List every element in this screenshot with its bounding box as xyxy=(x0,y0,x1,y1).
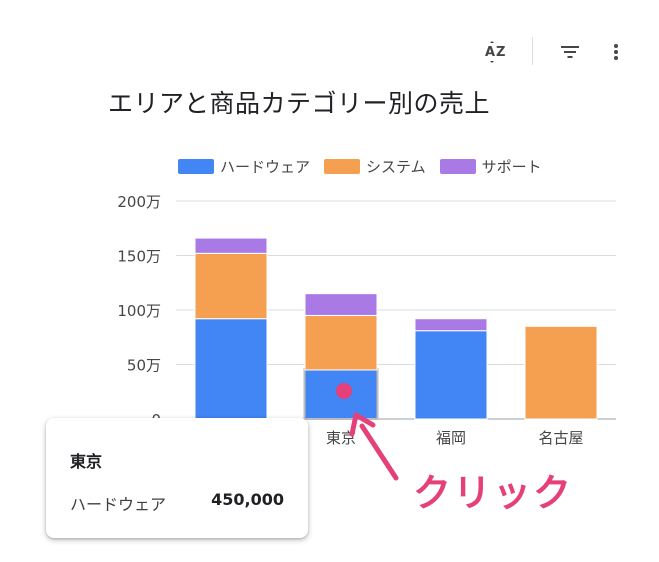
svg-text:Z: Z xyxy=(496,45,505,60)
legend-label: システム xyxy=(366,157,426,176)
x-tick-label: 東京 xyxy=(326,429,356,447)
bar-segment[interactable] xyxy=(524,325,598,420)
chart-legend: ハードウェア システム サポート xyxy=(178,156,556,176)
svg-text:A: A xyxy=(485,45,495,60)
y-tick-label: 100万 xyxy=(117,302,161,320)
y-tick-label: 150万 xyxy=(117,248,161,266)
tooltip-title: 東京 xyxy=(70,452,103,471)
bar-segment[interactable] xyxy=(304,314,378,371)
click-marker xyxy=(336,383,352,399)
filter-button[interactable] xyxy=(554,36,586,68)
legend-swatch xyxy=(178,158,214,174)
more-options-button[interactable] xyxy=(600,36,632,68)
arrow-head xyxy=(349,412,376,437)
tooltip-label: ハードウェア xyxy=(70,495,167,514)
bar-segment[interactable] xyxy=(414,318,488,332)
chart-tooltip: 東京 ハードウェア 450,000 xyxy=(46,418,308,538)
bar-segment[interactable] xyxy=(194,318,268,420)
toolbar-divider xyxy=(532,37,533,65)
x-tick-label: 福岡 xyxy=(436,429,466,447)
chart-toolbar: A Z xyxy=(476,36,636,68)
tooltip-value: 450,000 xyxy=(211,490,284,509)
legend-swatch xyxy=(439,158,476,174)
filter-icon xyxy=(561,46,579,58)
y-tick-label: 50万 xyxy=(127,357,161,375)
arrow-shaft xyxy=(359,423,399,481)
bar-segment[interactable] xyxy=(194,237,268,254)
legend-label: ハードウェア xyxy=(220,157,311,176)
bar-segment[interactable] xyxy=(194,252,268,320)
legend-item-support[interactable]: サポート xyxy=(439,156,542,177)
bar-segment[interactable] xyxy=(414,330,488,420)
click-annotation: クリック xyxy=(413,471,574,515)
chart-title: エリアと商品カテゴリー別の売上 xyxy=(108,89,491,118)
legend-label: サポート xyxy=(481,157,542,176)
legend-item-hardware[interactable]: ハードウェア xyxy=(178,156,310,177)
sort-az-icon: A Z xyxy=(485,41,505,63)
sort-button[interactable]: A Z xyxy=(480,36,512,68)
legend-swatch xyxy=(324,158,361,174)
x-tick-label: 名古屋 xyxy=(538,429,583,447)
bar-segment[interactable] xyxy=(304,293,378,316)
y-tick-label: 200万 xyxy=(117,193,161,211)
more-vert-icon xyxy=(614,44,618,60)
legend-item-system[interactable]: システム xyxy=(324,156,426,177)
